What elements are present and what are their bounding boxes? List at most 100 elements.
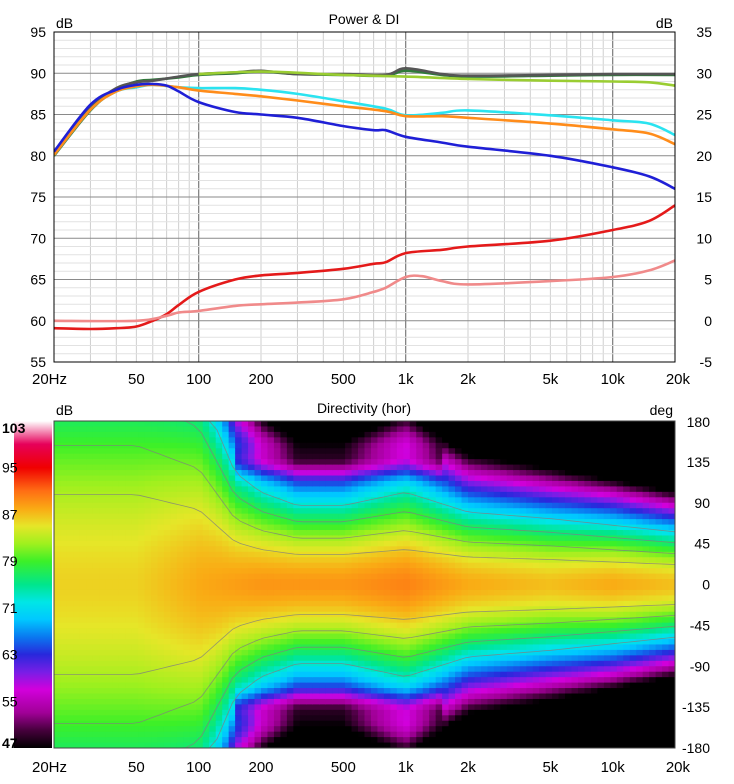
heat-cell <box>429 649 437 656</box>
heat-cell <box>306 491 314 498</box>
heat-cell <box>176 649 184 656</box>
heat-cell <box>332 448 340 455</box>
heat-cell <box>513 475 521 482</box>
heat-cell <box>157 437 165 444</box>
heat-cell <box>383 519 391 526</box>
heat-cell <box>138 535 146 542</box>
heat-cell <box>409 530 417 537</box>
heat-cell <box>99 551 107 558</box>
heat-cell <box>306 633 314 640</box>
heat-cell <box>403 731 411 738</box>
heat-cell <box>442 639 450 646</box>
heat-cell <box>416 584 424 591</box>
heat-cell <box>170 502 178 509</box>
heat-cell <box>105 666 113 673</box>
heat-cell <box>222 693 230 700</box>
heat-cell <box>66 448 75 455</box>
heat-cell <box>92 568 100 575</box>
heat-cell <box>539 682 547 689</box>
heat-cell <box>455 666 463 673</box>
heat-cell <box>493 704 501 711</box>
heat-cell <box>345 530 353 537</box>
heat-cell <box>228 644 236 651</box>
heat-cell <box>235 698 243 705</box>
heat-cell <box>60 530 68 537</box>
heat-cell <box>60 437 68 444</box>
heat-cell <box>228 639 236 646</box>
heat-cell <box>358 688 366 695</box>
heat-cell <box>131 513 139 520</box>
heat-cell <box>241 502 249 509</box>
heat-cell <box>151 649 159 656</box>
heat-cell <box>532 497 540 504</box>
heat-cell <box>125 688 133 695</box>
heat-cell <box>144 442 152 449</box>
heat-cell <box>468 573 476 580</box>
heat-cell <box>157 475 165 482</box>
heat-cell <box>513 617 521 624</box>
heat-cell <box>189 502 197 509</box>
heat-cell <box>345 442 353 449</box>
heat-cell <box>60 611 68 618</box>
heat-cell <box>565 595 573 602</box>
heat-cell <box>261 709 269 716</box>
heat-cell <box>105 475 113 482</box>
heat-cell <box>429 720 437 727</box>
heat-cell <box>338 437 346 444</box>
heat-cell <box>332 573 340 580</box>
heat-cell <box>112 709 120 716</box>
heat-cell <box>248 557 256 564</box>
heat-cell <box>73 709 81 716</box>
heat-cell <box>222 633 230 640</box>
heat-cell <box>267 475 275 482</box>
heat-cell <box>571 486 579 493</box>
heat-cell <box>60 480 68 487</box>
heat-cell <box>493 579 501 586</box>
heat-cell <box>338 508 346 515</box>
heat-cell <box>565 579 573 586</box>
heat-cell <box>170 600 178 607</box>
heat-cell <box>280 633 288 640</box>
heat-cell <box>409 421 417 428</box>
heat-cell <box>215 611 223 618</box>
heat-cell <box>312 568 320 575</box>
heat-cell <box>526 475 534 482</box>
heat-cell <box>286 671 294 678</box>
heat-cell <box>138 470 146 477</box>
heat-cell <box>358 660 366 667</box>
x-tick-label: 2k <box>460 371 476 388</box>
heat-cell <box>468 568 476 575</box>
heat-cell <box>519 573 527 580</box>
heat-cell <box>455 453 463 460</box>
heat-cell <box>552 551 560 558</box>
heat-cell <box>125 557 133 564</box>
heat-cell <box>151 524 159 531</box>
heat-cell <box>306 639 314 646</box>
heat-cell <box>416 573 424 580</box>
heat-cell <box>157 742 165 748</box>
heat-cell <box>163 480 172 487</box>
heat-cell <box>222 568 230 575</box>
heat-cell <box>215 628 223 635</box>
heat-cell <box>280 693 288 700</box>
heat-cell <box>196 611 204 618</box>
heat-cell <box>455 448 463 455</box>
heat-cell <box>338 502 346 509</box>
heat-cell <box>112 448 120 455</box>
heat-cell <box>105 464 113 471</box>
heat-cell <box>338 693 346 700</box>
heat-cell <box>448 513 456 520</box>
heat-cell <box>66 475 75 482</box>
heat-cell <box>565 442 573 449</box>
heat-cell <box>351 666 359 673</box>
heat-cell <box>422 688 430 695</box>
heat-cell <box>396 470 404 477</box>
heat-cell <box>144 584 152 591</box>
heat-cell <box>364 715 372 722</box>
heat-cell <box>228 688 236 695</box>
heat-cell <box>345 535 353 542</box>
heat-cell <box>539 513 547 520</box>
heat-cell <box>532 568 540 575</box>
heat-cell <box>390 513 398 520</box>
heat-cell <box>468 737 476 744</box>
